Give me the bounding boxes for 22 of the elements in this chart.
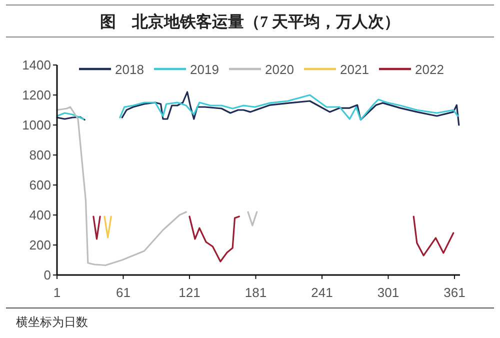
y-tick-label: 1400 bbox=[22, 58, 51, 72]
y-tick-label: 1200 bbox=[22, 88, 51, 102]
y-tick-label: 800 bbox=[29, 148, 51, 162]
x-tick-label: 1 bbox=[53, 285, 61, 300]
legend-label: 2019 bbox=[190, 62, 219, 77]
x-tick-label: 301 bbox=[377, 285, 400, 300]
x-tick-label: 241 bbox=[311, 285, 333, 300]
y-tick-label: 400 bbox=[29, 208, 51, 222]
x-tick-label: 361 bbox=[444, 285, 466, 300]
chart-title: 图 北京地铁客运量（7 天平均，万人次） bbox=[100, 12, 400, 31]
y-tick-label: 200 bbox=[29, 238, 51, 252]
legend-label: 2021 bbox=[340, 62, 369, 77]
x-tick-label: 61 bbox=[116, 285, 130, 300]
text: 横坐标为日数 bbox=[16, 315, 88, 329]
x-tick-label: 181 bbox=[244, 285, 267, 300]
x-tick-label: 121 bbox=[178, 285, 200, 300]
legend-label: 2020 bbox=[265, 62, 294, 77]
y-tick-label: 0 bbox=[44, 268, 51, 282]
y-tick-label: 600 bbox=[29, 178, 51, 192]
y-tick-label: 1000 bbox=[22, 118, 51, 132]
legend-label: 2018 bbox=[115, 62, 144, 77]
legend-label: 2022 bbox=[415, 62, 444, 77]
